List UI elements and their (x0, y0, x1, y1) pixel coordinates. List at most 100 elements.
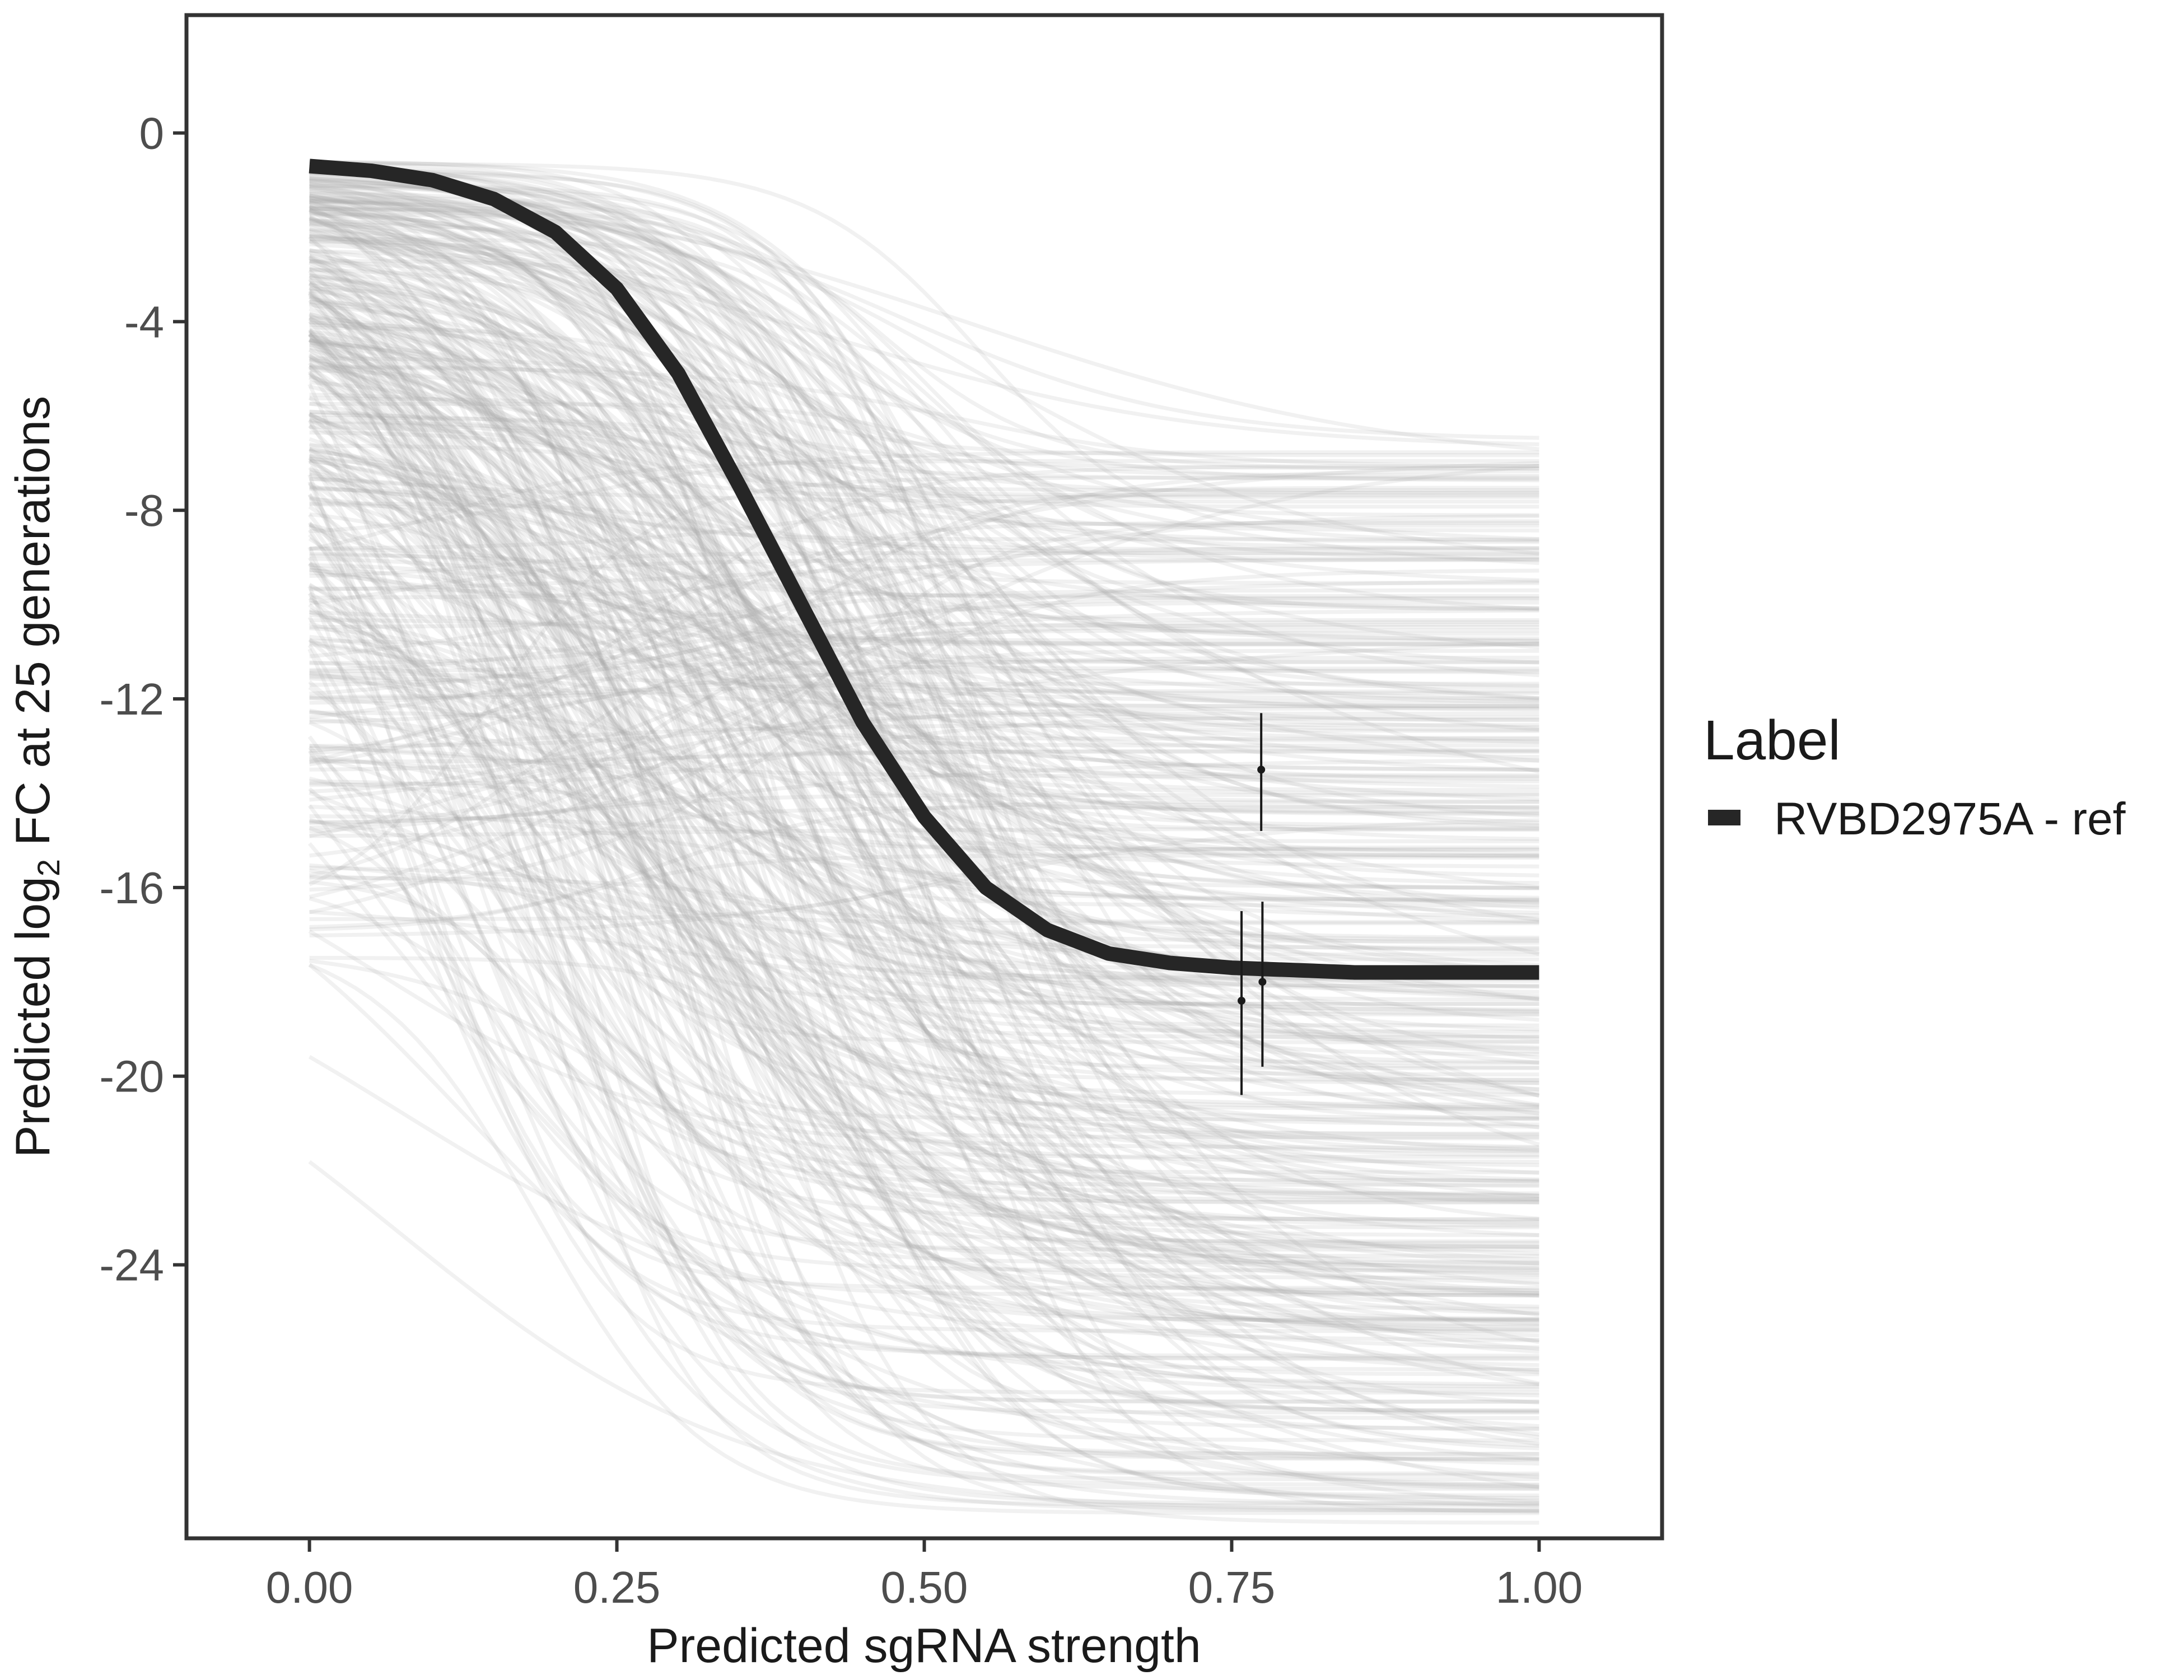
posterior-curve (309, 311, 1539, 1437)
posterior-curve (309, 459, 1539, 552)
posterior-curve (309, 648, 1539, 772)
posterior-curve (309, 469, 1539, 600)
posterior-curve (308, 312, 1539, 1092)
posterior-curve (309, 239, 1539, 1514)
posterior-curve (309, 273, 1539, 1183)
posterior-curve (307, 474, 1539, 1290)
posterior-curve (309, 253, 1539, 544)
posterior-curve (309, 182, 1539, 1184)
posterior-curve (309, 206, 1539, 650)
posterior-curve (308, 963, 1539, 1431)
posterior-curve (309, 363, 1539, 1136)
posterior-curve (309, 254, 1539, 788)
posterior-curve (309, 195, 1539, 1226)
posterior-curve (309, 863, 1539, 1256)
posterior-curve (309, 868, 1539, 1460)
posterior-curve (309, 557, 1539, 591)
posterior-curve (309, 610, 1539, 1006)
posterior-curve (309, 409, 1539, 1077)
posterior-curve (309, 250, 1539, 973)
posterior-curve (309, 195, 1539, 1292)
posterior-curve (308, 533, 1539, 1443)
data-point (1257, 766, 1266, 774)
posterior-curve (308, 291, 1539, 1085)
y-tick-label: -20 (99, 1052, 164, 1102)
posterior-curve (308, 298, 1539, 852)
posterior-curve (309, 334, 1539, 1196)
posterior-curve (309, 217, 1539, 878)
posterior-curve (309, 447, 1539, 643)
posterior-curve (309, 229, 1539, 1525)
posterior-curve (309, 442, 1539, 643)
posterior-curve (309, 412, 1539, 856)
posterior-curve (309, 281, 1539, 889)
posterior-curve (309, 744, 1539, 779)
posterior-curve (309, 620, 1539, 724)
posterior-curve (309, 234, 1539, 1420)
posterior-curve (309, 720, 1539, 1122)
posterior-curve (308, 466, 1539, 1040)
posterior-curve (308, 787, 1539, 1338)
posterior-curve (309, 301, 1539, 552)
posterior-curve (309, 259, 1539, 1405)
posterior-curve (309, 208, 1539, 1322)
legend-key-rvbd2975a-ref (1708, 810, 1740, 825)
data-point (1258, 978, 1267, 986)
posterior-curve (309, 671, 1539, 706)
posterior-curve (308, 282, 1539, 741)
posterior-curve (309, 446, 1539, 957)
posterior-curve (309, 874, 1539, 1109)
posterior-curve (309, 280, 1539, 1413)
posterior-curve (309, 343, 1539, 1332)
posterior-curve (309, 412, 1539, 582)
data-point (1238, 997, 1246, 1005)
posterior-curve (309, 706, 1539, 858)
posterior-curve (309, 444, 1539, 860)
posterior-curve (309, 486, 1539, 557)
posterior-curve (309, 184, 1539, 1119)
posterior-curve (308, 315, 1539, 1082)
posterior-curve (307, 546, 1539, 1221)
posterior-curve (309, 259, 1539, 900)
posterior-curve (308, 333, 1539, 772)
posterior-curve (309, 557, 1539, 1262)
posterior-curve (309, 165, 1539, 951)
posterior-curve (309, 818, 1539, 1296)
posterior-curve (309, 628, 1539, 878)
posterior-curve (309, 567, 1539, 796)
posterior-curve (307, 338, 1539, 1097)
posterior-curve (309, 184, 1539, 1158)
posterior-curve (309, 618, 1539, 1491)
posterior-curve (309, 300, 1539, 1141)
posterior-curve (309, 598, 1539, 1404)
posterior-curve (309, 164, 1539, 832)
posterior-curve (309, 189, 1539, 1502)
posterior-curve (309, 218, 1539, 1022)
posterior-curve (309, 963, 1539, 1515)
posterior-curve (308, 685, 1539, 1487)
posterior-curve (308, 338, 1539, 1116)
y-axis-title-suffix: FC at 25 generations (6, 396, 60, 859)
posterior-curve (308, 396, 1539, 730)
posterior-curve (309, 195, 1539, 665)
posterior-curve (309, 380, 1539, 1201)
posterior-curve (308, 353, 1539, 1462)
posterior-curve (308, 204, 1539, 748)
posterior-curve (309, 384, 1539, 1323)
posterior-curve (308, 328, 1539, 1329)
posterior-curve (309, 477, 1539, 828)
posterior-curve (309, 329, 1539, 1130)
posterior-curve (309, 360, 1539, 1014)
posterior-curve (309, 419, 1539, 825)
posterior-curve (309, 237, 1539, 610)
posterior-curve (308, 329, 1539, 1127)
posterior-curve (309, 464, 1539, 753)
posterior-curve (309, 464, 1539, 899)
posterior-curve (309, 460, 1539, 924)
posterior-curve (309, 793, 1539, 825)
posterior-curve (309, 485, 1539, 858)
x-tick-label: 1.00 (1496, 1562, 1583, 1612)
posterior-curve (309, 168, 1539, 1095)
posterior-curve (309, 200, 1540, 1147)
posterior-curve (309, 671, 1539, 1311)
